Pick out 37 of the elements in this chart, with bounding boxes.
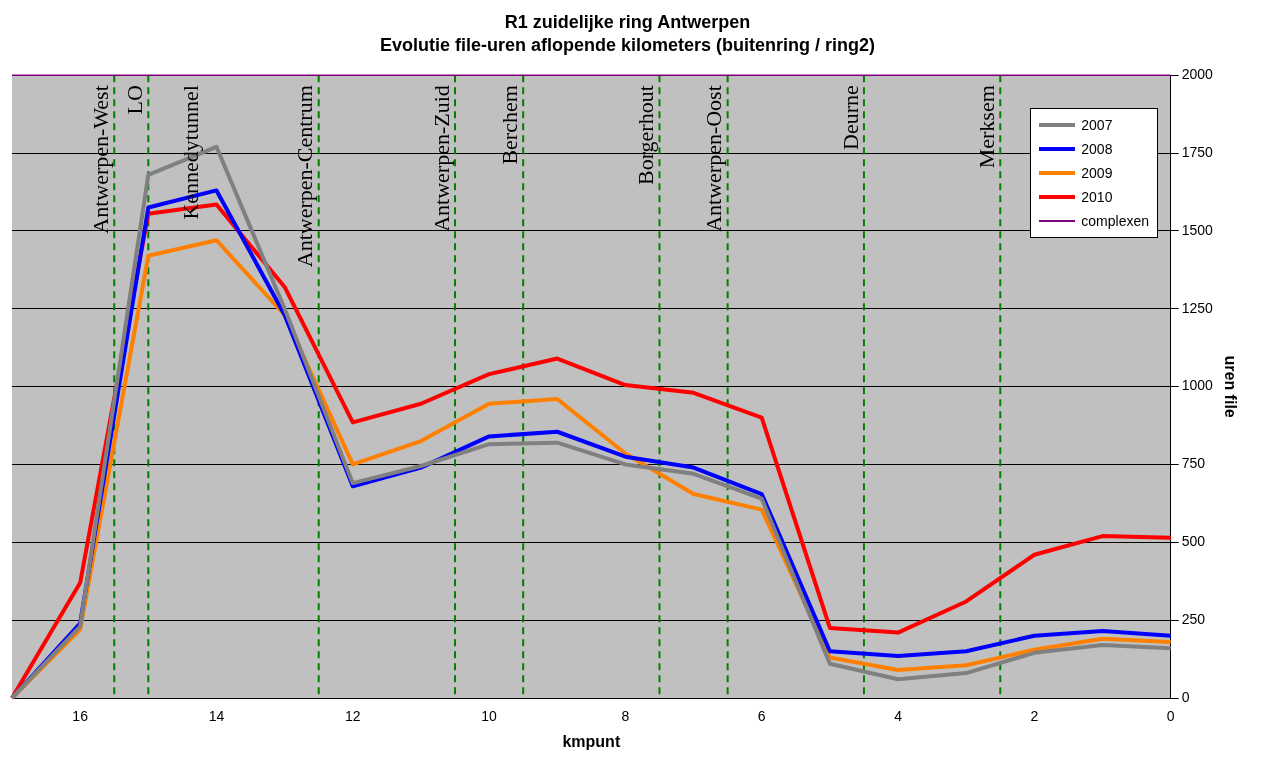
x-tick-label: 4 (894, 708, 903, 725)
y-tick-label: 250 (1181, 611, 1206, 628)
x-tick-label: 12 (344, 708, 361, 725)
x-tick-label: 2 (1030, 708, 1039, 725)
ref-line-label: Antwerpen-Zuid (428, 85, 454, 232)
x-tick-label: 16 (72, 708, 89, 725)
y-tick-label: 500 (1181, 533, 1206, 550)
x-tick-label: 10 (481, 708, 498, 725)
ref-line-label: Antwerpen-West (88, 85, 114, 234)
ref-line-label: Antwerpen-Oost (701, 85, 727, 232)
x-tick-label: 6 (757, 708, 766, 725)
y-tick-label: 1750 (1181, 143, 1214, 160)
ref-line-label: LO (122, 85, 148, 115)
y-tick-label: 1000 (1181, 377, 1214, 394)
annotation: Kennedytunnel (177, 85, 203, 220)
legend-label: 2010 (1081, 189, 1113, 205)
x-tick-label: 0 (1166, 708, 1175, 725)
legend-label: complexen (1081, 213, 1149, 229)
chart-subtitle: Evolutie file-uren aflopende kilometers (buitenring / ring2) (379, 35, 876, 56)
y-tick-label: 1500 (1181, 221, 1214, 238)
y-tick-label: 750 (1181, 455, 1206, 472)
y-tick-label: 0 (1181, 688, 1190, 705)
y-tick-label: 1250 (1181, 299, 1214, 316)
ref-line-label: Merksem (974, 85, 1000, 169)
legend-label: 2008 (1081, 141, 1113, 157)
x-tick-label: 8 (621, 708, 630, 725)
ref-line-label: Antwerpen-Centrum (292, 85, 318, 268)
x-tick-label: 14 (208, 708, 225, 725)
legend-label: 2009 (1081, 165, 1113, 181)
ref-line-label: Deurne (837, 85, 863, 150)
ref-line-label: Berchem (496, 85, 522, 165)
y-tick-label: 2000 (1181, 66, 1214, 83)
ref-line-label: Borgerhout (633, 85, 659, 186)
chart-title: R1 zuidelijke ring Antwerpen (504, 11, 751, 32)
legend-label: 2007 (1081, 117, 1113, 133)
x-axis-title: kmpunt (562, 732, 621, 750)
y-axis-title: uren file (1221, 355, 1239, 418)
